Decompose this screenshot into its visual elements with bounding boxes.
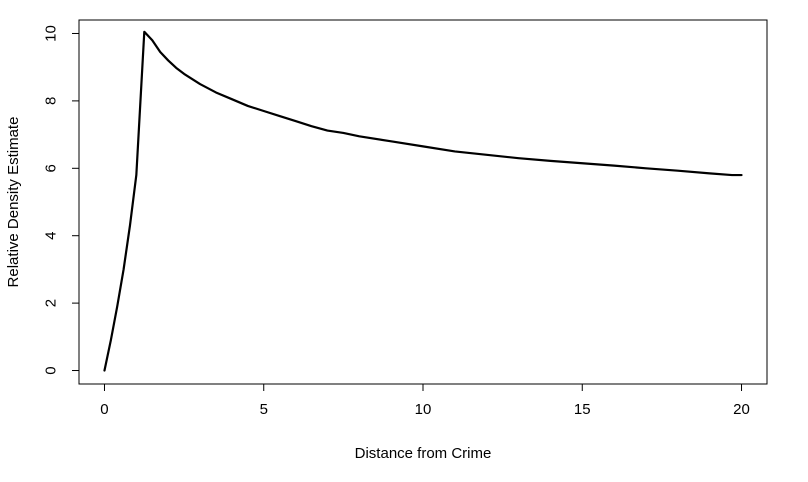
y-tick-label: 8 xyxy=(43,97,60,105)
x-axis-title: Distance from Crime xyxy=(355,445,492,462)
x-tick-label: 20 xyxy=(733,401,750,418)
plot-frame xyxy=(78,19,768,385)
y-tick-label: 2 xyxy=(43,299,60,307)
x-tick-label: 5 xyxy=(260,401,268,418)
x-axis-ticks: 0 5 10 15 20 xyxy=(100,384,750,418)
y-tick-label: 10 xyxy=(43,25,60,42)
y-axis-ticks: 0 2 4 6 8 10 xyxy=(43,25,79,375)
x-tick-label: 15 xyxy=(574,401,591,418)
y-axis-title: Relative Density Estimate xyxy=(5,117,22,288)
series-line xyxy=(103,30,743,372)
x-tick-label: 10 xyxy=(415,401,432,418)
x-tick-label: 0 xyxy=(100,401,108,418)
y-tick-label: 4 xyxy=(43,232,60,240)
y-tick-label: 6 xyxy=(43,164,60,172)
y-tick-label: 0 xyxy=(43,366,60,374)
